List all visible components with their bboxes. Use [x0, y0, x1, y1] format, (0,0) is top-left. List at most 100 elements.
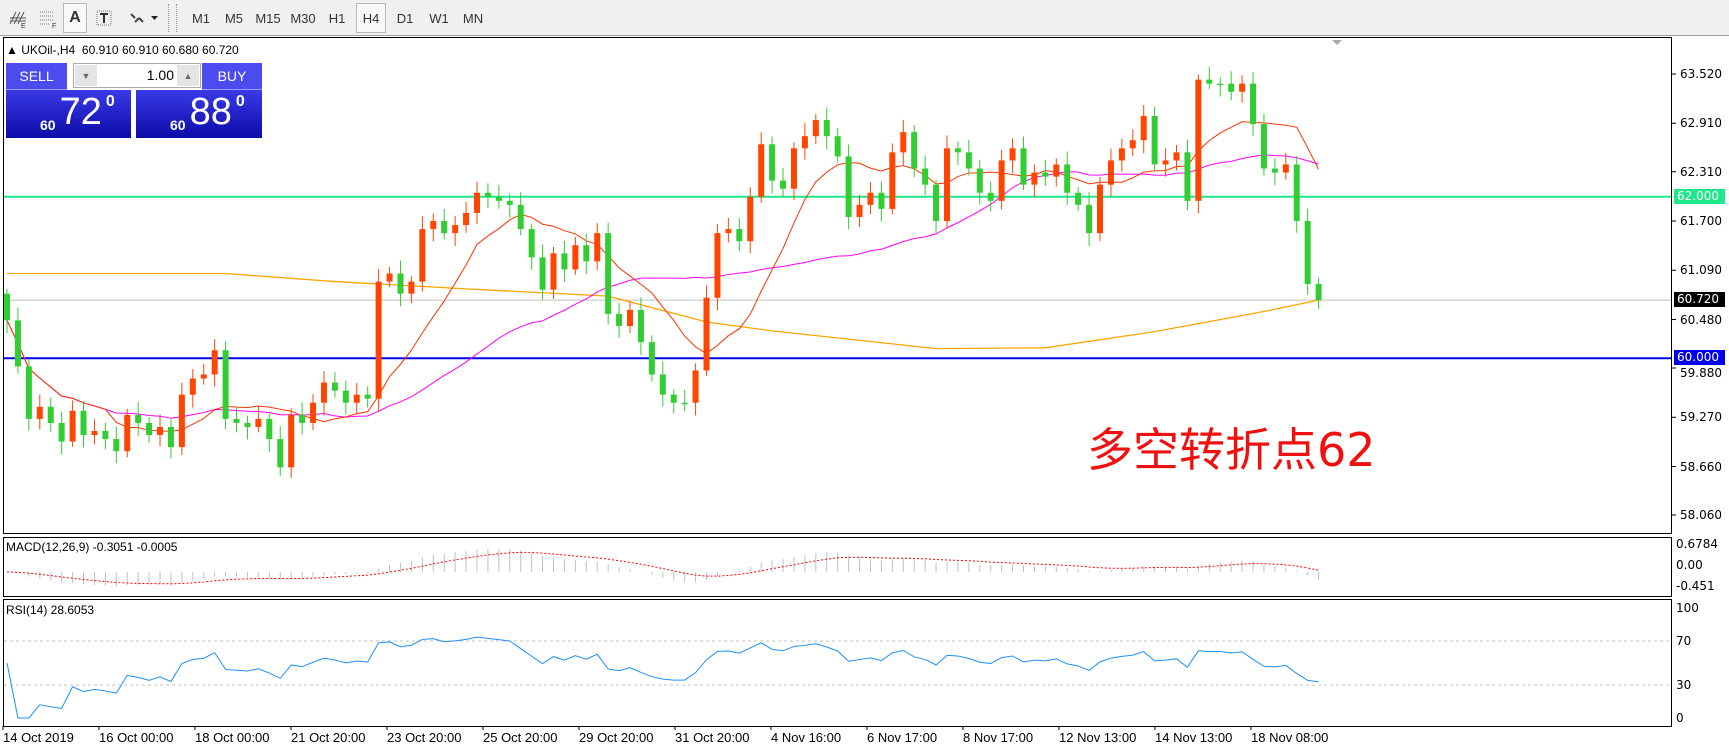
lot-increase-icon[interactable]: ▲ — [177, 65, 199, 86]
timeframe-m1[interactable]: M1 — [191, 10, 211, 26]
toolbar-separator — [168, 4, 169, 32]
timeframe-d1[interactable]: D1 — [396, 10, 414, 26]
candle-body — [1173, 152, 1180, 161]
one-click-trading-panel: SELL ▼ 1.00 ▲ BUY 60 72 0 60 88 0 — [6, 63, 289, 138]
main-pane-frame — [3, 37, 1672, 534]
chart-annotation-text: 多空转折点62 — [1087, 423, 1376, 477]
candle-body — [594, 233, 601, 262]
candle-body — [659, 374, 666, 395]
timeframe-h4[interactable]: H4 — [356, 3, 386, 33]
lot-size-input[interactable]: ▼ 1.00 ▲ — [73, 63, 201, 88]
price-level-badge: 60.000 — [1674, 350, 1725, 366]
candle-body — [430, 221, 437, 230]
price-tick-label: 58.660 — [1680, 459, 1722, 474]
candle-body — [419, 229, 426, 282]
svg-text:E: E — [21, 23, 26, 28]
candle-body — [342, 390, 349, 403]
lot-decrease-icon[interactable]: ▼ — [75, 65, 97, 86]
candle-body — [135, 414, 142, 423]
candle-body — [637, 309, 644, 343]
lot-value: 1.00 — [146, 67, 174, 83]
candle-body — [769, 144, 776, 181]
sell-price-box[interactable]: 60 72 0 — [6, 90, 131, 138]
timeframe-m15[interactable]: M15 — [255, 10, 281, 26]
candle-body — [1282, 164, 1289, 173]
candle-body — [1315, 284, 1322, 301]
chart-shift-marker-icon — [1332, 40, 1342, 45]
candle-body — [692, 370, 699, 403]
candle-body — [102, 431, 109, 440]
candle-body — [943, 148, 950, 222]
candle-body — [288, 414, 295, 468]
date-axis-label: 4 Nov 16:00 — [771, 730, 842, 745]
candle-body — [211, 350, 218, 375]
candle-body — [998, 160, 1005, 201]
candle-body — [561, 253, 568, 270]
candle-body — [517, 204, 524, 230]
date-axis-label: 12 Nov 13:00 — [1059, 730, 1137, 745]
candle-body — [506, 200, 513, 205]
price-tick-label: 63.520 — [1680, 67, 1722, 81]
text-label-icon[interactable]: A — [63, 3, 87, 33]
candle-body — [441, 221, 448, 234]
date-axis-label: 31 Oct 20:00 — [675, 730, 750, 745]
candle-body — [747, 196, 754, 242]
date-axis-label: 8 Nov 17:00 — [963, 730, 1034, 745]
candle-body — [911, 132, 918, 169]
buy-price-prefix: 60 — [170, 117, 186, 133]
candle-body — [965, 152, 972, 169]
candle-body — [146, 422, 153, 436]
candle-body — [14, 320, 21, 367]
candle-body — [976, 168, 983, 193]
candle-body — [1064, 164, 1071, 193]
price-tick-label: 62.910 — [1680, 116, 1722, 131]
candle-body — [331, 382, 338, 391]
toolbar-grip[interactable] — [176, 4, 177, 32]
candle-body — [1195, 79, 1202, 201]
candle-body — [1053, 164, 1060, 177]
elliott-tool-icon[interactable]: E — [4, 3, 32, 33]
candle-body — [4, 293, 10, 321]
ohlc-values: 60.910 60.910 60.680 60.720 — [81, 43, 239, 57]
date-axis-label: 14 Oct 2019 — [3, 730, 74, 745]
candle-body — [452, 225, 459, 234]
candle-body — [801, 136, 808, 149]
chart-area[interactable] — [0, 37, 1729, 750]
buy-button[interactable]: BUY — [202, 63, 262, 90]
candle-body — [80, 410, 87, 436]
timeframe-w1[interactable]: W1 — [429, 10, 449, 26]
candle-body — [364, 394, 371, 399]
timeframe-m30[interactable]: M30 — [290, 10, 316, 26]
timeframe-m5[interactable]: M5 — [224, 10, 244, 26]
price-tick-label: 58.060 — [1680, 508, 1722, 522]
candle-body — [867, 192, 874, 205]
toolbar: E F A M1 M5 M15 M30 H1 H4 D1 W1 MN — [0, 0, 1729, 36]
candle-body — [222, 350, 229, 419]
candle-body — [353, 394, 360, 403]
fibo-tool-icon[interactable]: F — [34, 3, 62, 33]
candle-body — [310, 402, 317, 423]
candle-body — [812, 120, 819, 137]
candle-body — [255, 418, 262, 427]
macd-signal-line — [6, 551, 1319, 585]
sell-button[interactable]: SELL — [6, 63, 67, 90]
macd-tick-label: 0.00 — [1676, 558, 1703, 572]
candle-body — [1009, 148, 1016, 161]
timeframe-mn[interactable]: MN — [462, 10, 484, 26]
rsi-pane-frame — [3, 599, 1672, 727]
text-box-icon[interactable] — [92, 3, 116, 33]
candle-body — [856, 204, 863, 217]
candle-body — [1184, 152, 1191, 201]
candle-body — [1206, 79, 1213, 84]
candle-body — [627, 309, 634, 327]
candle-body — [670, 394, 677, 403]
collapse-triangle-icon[interactable]: ▲ — [6, 43, 22, 57]
buy-price-box[interactable]: 60 88 0 — [136, 90, 262, 138]
timeframe-h1[interactable]: H1 — [328, 10, 346, 26]
candle-body — [1250, 83, 1257, 125]
candle-body — [681, 402, 688, 405]
arrows-menu-icon[interactable] — [124, 3, 164, 33]
candle-body — [845, 156, 852, 217]
candle-body — [572, 245, 579, 270]
buy-price-pip: 0 — [235, 93, 245, 110]
